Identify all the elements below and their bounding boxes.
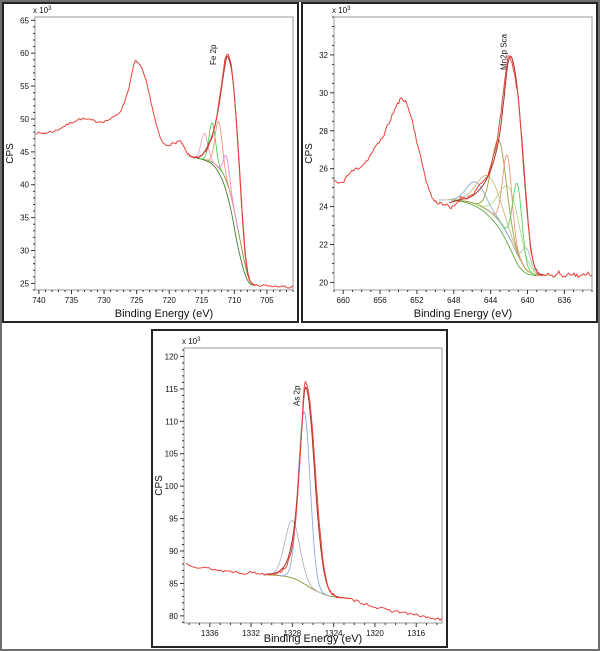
y-axis-multiplier: x 103 xyxy=(182,337,201,346)
x-tick-label: 644 xyxy=(484,296,498,305)
component-blue xyxy=(280,411,329,597)
y-tick-label: 60 xyxy=(20,49,29,58)
y-tick-label: 120 xyxy=(165,352,179,361)
y-tick-label: 32 xyxy=(319,51,328,60)
x-tick-label: 1328 xyxy=(283,629,301,638)
peak-label: Mn2p Sca xyxy=(499,33,508,70)
x-tick-label: 715 xyxy=(195,296,209,305)
x-axis-title: Binding Energy (eV) xyxy=(264,633,362,645)
y-tick-label: 95 xyxy=(169,515,178,524)
x-tick-label: 1324 xyxy=(325,629,343,638)
background-olive xyxy=(450,199,543,277)
component-green xyxy=(499,182,536,276)
plot-border xyxy=(183,347,443,624)
y-tick-label: 80 xyxy=(169,612,178,621)
y-tick-label: 110 xyxy=(165,417,178,426)
x-tick-label: 730 xyxy=(97,296,111,305)
y-axis-title: CPS xyxy=(5,143,16,164)
x-tick-label: 1316 xyxy=(407,629,425,638)
y-tick-label: 45 xyxy=(20,148,29,157)
x-tick-label: 636 xyxy=(558,296,572,305)
component-pink xyxy=(191,132,219,168)
mn2p-panel: 636 640 644 648 652 656 660 20 22 24 26 28 30 32 x 103… xyxy=(301,2,598,323)
y-axis-title: CPS xyxy=(154,475,165,496)
y-tick-label: 85 xyxy=(169,579,178,588)
x-tick-label: 656 xyxy=(373,296,387,305)
measured-spectrum xyxy=(333,55,593,278)
fe2p-panel: 705 710 715 720 725 730 735 740 25 30 35 40 45 50 55 60… xyxy=(2,2,299,323)
as2p-panel: 1316 1320 1324 1328 1332 1336 80 85 90 95 100 105 11… xyxy=(151,329,448,648)
x-tick-label: 1332 xyxy=(242,629,260,638)
y-tick-label: 28 xyxy=(319,127,328,136)
x-tick-label: 705 xyxy=(260,296,274,305)
x-tick-label: 735 xyxy=(65,296,79,305)
background-green xyxy=(191,156,253,286)
y-tick-label: 50 xyxy=(20,115,29,124)
y-tick-label: 30 xyxy=(319,89,328,98)
y-tick-label: 65 xyxy=(20,16,29,25)
y-tick-label: 26 xyxy=(319,165,328,174)
y-tick-label: 24 xyxy=(319,203,328,212)
y-tick-label: 40 xyxy=(20,181,29,190)
x-axis-title: Binding Energy (eV) xyxy=(414,308,512,320)
y-tick-label: 20 xyxy=(319,278,328,287)
x-tick-label: 652 xyxy=(410,296,424,305)
component-magenta xyxy=(215,154,239,231)
x-tick-label: 720 xyxy=(163,296,177,305)
y-tick-label: 100 xyxy=(165,482,179,491)
y-tick-label: 30 xyxy=(20,247,29,256)
y-tick-label: 22 xyxy=(319,241,328,250)
component-blue xyxy=(439,181,514,245)
y-tick-label: 55 xyxy=(20,82,29,91)
component-salmon xyxy=(204,121,234,206)
x-tick-label: 640 xyxy=(521,296,535,305)
y-axis-multiplier: x 103 xyxy=(33,6,52,15)
x-tick-label: 740 xyxy=(32,296,46,305)
y-tick-label: 35 xyxy=(20,214,29,223)
y-tick-label: 115 xyxy=(165,385,178,394)
peak-label: As 2p xyxy=(293,385,302,406)
x-tick-label: 1336 xyxy=(201,629,219,638)
as2p-chart: 1316 1320 1324 1328 1332 1336 80 85 90 95 100 105 11… xyxy=(154,337,443,645)
plot-border xyxy=(34,16,294,291)
y-tick-label: 105 xyxy=(165,450,179,459)
y-tick-label: 25 xyxy=(20,279,29,288)
component-salmon xyxy=(489,154,527,270)
y-axis-multiplier: x 103 xyxy=(332,6,351,15)
x-tick-label: 648 xyxy=(447,296,461,305)
x-axis-title: Binding Energy (eV) xyxy=(115,308,213,320)
measured-spectrum xyxy=(35,53,294,289)
x-tick-label: 1320 xyxy=(366,629,384,638)
x-tick-label: 710 xyxy=(228,296,242,305)
y-tick-label: 90 xyxy=(169,547,178,556)
component-green xyxy=(199,122,226,179)
measured-spectrum xyxy=(185,381,443,621)
background-olive xyxy=(263,574,351,599)
background-green xyxy=(450,199,537,277)
x-tick-label: 725 xyxy=(130,296,144,305)
mn2p-chart: 636 640 644 648 652 656 660 20 22 24 26 28 30 32 x 103… xyxy=(304,6,593,320)
x-tick-label: 660 xyxy=(337,296,351,305)
y-axis-title: CPS xyxy=(304,143,315,164)
fit-envelope xyxy=(449,55,544,276)
plot-border xyxy=(333,16,593,291)
peak-label: Fe 2p xyxy=(209,44,218,65)
